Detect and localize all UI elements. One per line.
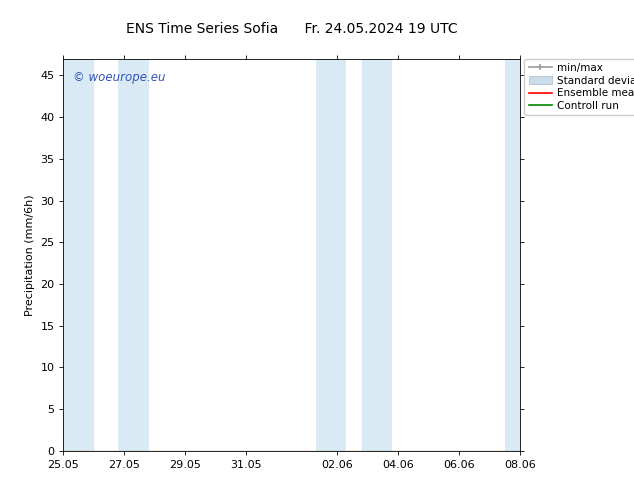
Text: © woeurope.eu: © woeurope.eu	[72, 71, 165, 84]
Legend: min/max, Standard deviation, Ensemble mean run, Controll run: min/max, Standard deviation, Ensemble me…	[524, 59, 634, 115]
Bar	[361, 59, 392, 451]
Bar	[505, 59, 535, 451]
Y-axis label: Precipitation (mm/6h): Precipitation (mm/6h)	[25, 194, 35, 316]
Bar	[316, 59, 346, 451]
Text: ENS Time Series Sofia      Fr. 24.05.2024 19 UTC: ENS Time Series Sofia Fr. 24.05.2024 19 …	[126, 22, 458, 36]
Bar	[118, 59, 148, 451]
Bar	[63, 59, 94, 451]
